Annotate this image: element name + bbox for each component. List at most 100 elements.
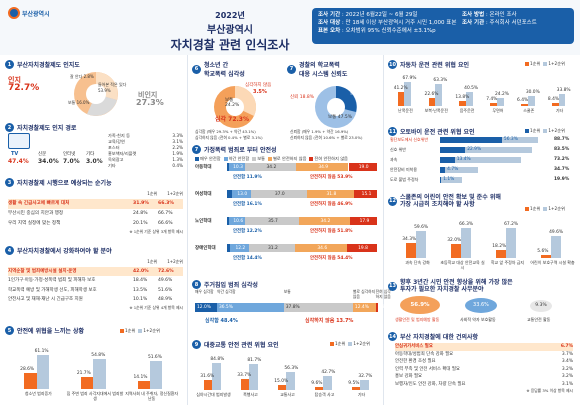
schoolzone-chart: 59.6% 34.3% 과속 단속 강화 66.3% 32.0% 초등학교 대상 안전교육… — [395, 214, 575, 274]
bar-first-label: 21.7% — [76, 371, 91, 377]
legend-swatch — [267, 157, 272, 161]
channel-list: 가족·친지 등 3.3% 교육/강연 3.1% 포스터 2.2% 홍보책자/리플렛 1.… — [108, 133, 183, 169]
dv-safe: 안전함 11.9% — [233, 175, 262, 180]
section-3-title: 3 자치경찰제 시행으로 예상되는 순기능 — [5, 178, 112, 187]
list-note: ※ 응답률 3% 이상 항목 제시 — [526, 388, 573, 393]
section-11-title: 10 자동차 운전 관련 위협 요인 — [388, 60, 470, 69]
bar-category-label: 폭행사고 — [243, 392, 258, 397]
sv-not-label: 심각하지 않음 — [245, 83, 272, 88]
table-note: ※ 1순위 기준 상위 4개 항목 제시 — [129, 304, 183, 310]
dv-segment — [227, 217, 230, 225]
table-row: 우리 지역 실정에 맞는 정책 20.1% 66.6% — [8, 221, 173, 226]
title-line2: 자치경찰 관련 인식조사 — [170, 38, 290, 52]
bar-total-label: 67.2% — [504, 221, 519, 227]
bar-first-label: 15.0% — [274, 379, 289, 385]
section-4-title: 4 부산자치경찰에서 강화하여야 할 분야 — [5, 246, 112, 255]
intrusion-value: 12.0% — [197, 305, 211, 310]
channel-row: 옥외광고 1.3% — [108, 157, 183, 162]
car-chart: 67.9% 41.2% 난폭운전 63.3% 22.6% 보복·난폭운전 40.5% 13.8… — [390, 70, 575, 122]
section-10-title: 9 대중교통 안전 관련 위협 요인 — [192, 340, 279, 349]
bar-total-label: 51.6% — [147, 354, 162, 360]
section-7-title: 7 경찰의 학교폭력 대응 시스템 신뢰도 — [287, 60, 347, 78]
motor-row-label: 도로 불법 주정차 — [390, 177, 419, 182]
awareness-pie — [74, 72, 118, 116]
bar-category-label: 기타 — [555, 108, 564, 113]
motor-bar-first — [440, 177, 442, 183]
domestic-violence-chart: 아동학대 10.3 34.2 34.9 19.0 안전함 11.9% 안전하지 않음 53.… — [195, 163, 380, 273]
distrust-label: 불신 33.7% — [350, 91, 375, 96]
bar-total — [551, 235, 562, 258]
bar-first — [428, 98, 436, 106]
dv-segment — [348, 163, 377, 171]
bar-first-label: 22.6% — [424, 92, 439, 98]
bar-first — [490, 103, 497, 106]
bar-total — [149, 360, 163, 389]
motor-first-label: 13.4% — [456, 157, 471, 162]
internet-value: 7.0% — [63, 158, 80, 165]
dv-row-label: 장애인학대 — [195, 246, 216, 251]
intrusion-segment — [352, 303, 376, 312]
sv-note: 심각함 (매우 29.3% + 약간 43.1%) 심각하지 않음 (전혀 0.4… — [195, 129, 263, 140]
legend-label: 전혀 안전하지 않음 — [314, 156, 348, 161]
bar-first-label: 9.5% — [348, 380, 360, 386]
bar-first-label: 13.8% — [455, 95, 470, 101]
awareness-chart: 인지 72.7% 잘 안다 2.8% 들어본 적은 있다 53.9% 보통 16.… — [8, 70, 183, 120]
motor-bar-first — [440, 147, 466, 153]
paper-label: 신문 — [38, 152, 47, 157]
table-row: 안전사고 및 재해·재난 시 긴급구조 지원 10.1% 48.9% — [8, 297, 173, 302]
bar-first-label: 28.6% — [20, 367, 35, 373]
bar-first — [459, 101, 467, 106]
table-header: 1순위 1+2순위 — [147, 191, 183, 196]
s5-legend: 1순위 1+2순위 — [120, 328, 160, 334]
table-row: 지역순찰 및 범죄예방시설 설치·운영 42.0% 72.6% — [8, 266, 183, 276]
list-item: 안전한 환경 조성 필요 3.4% — [395, 359, 573, 364]
bar-first — [241, 379, 250, 390]
dv-segment — [298, 217, 351, 225]
channel-row: 홍보책자/리플렛 1.9% — [108, 151, 183, 156]
bar-first — [406, 242, 417, 258]
dv-segment — [296, 163, 349, 171]
motorcycle-chart: 횡단보도에서 신호위반 56.3% 88.7% 신호 위반 22.9% 83.5% 과속 13… — [390, 137, 575, 189]
table-row: 1인가구·아동·가정·성폭력 범죄 및 피해자 보호 18.4% 49.6% — [8, 278, 173, 283]
dv-segment — [251, 190, 307, 198]
dv-segment — [306, 190, 355, 198]
dv-segment — [350, 217, 377, 225]
bar-first-label: 7.4% — [486, 97, 498, 103]
aware-label: 인지 — [8, 76, 21, 84]
bar-total-label: 40.5% — [464, 85, 479, 91]
motor-bar-first — [440, 137, 502, 143]
internet-label: 인터넷 — [63, 152, 76, 157]
motor-total-label: 73.2% — [554, 157, 570, 162]
dv-segment — [227, 163, 230, 171]
section-8-title: 7 가정폭력 범죄로 부터 안전성 — [192, 145, 277, 154]
dv-segment-label: 15.1 — [361, 192, 372, 197]
bar-first-label: 6.4% — [517, 97, 529, 103]
benefit-table: 1순위 1+2순위 생활 속 긴급사고에 빠르게 대처 31.9% 66.3% 부산시… — [8, 189, 183, 239]
paper-value: 34.0% — [38, 158, 59, 165]
dv-row-label: 여성학대 — [195, 192, 212, 197]
invest-bubble: 33.6% — [465, 298, 497, 313]
bar-first — [551, 103, 559, 106]
legend-label: 약간 안전함 — [228, 156, 250, 161]
table-row: 부산시민 중심의 치안과 행정 24.8% 66.7% — [8, 211, 173, 216]
trust-donut: 신뢰 18.8% 불신 33.7% 보통 47.5% 신뢰함 (매우 1.9% … — [290, 82, 382, 140]
bar-total — [286, 371, 295, 390]
list-item: 홍보 강화 필요 3.2% — [395, 374, 573, 379]
motor-bar-first — [440, 157, 455, 163]
bar-first-label: 14.1% — [133, 375, 148, 381]
intrusion-cat-label: 매우 심각함 — [195, 289, 214, 294]
bar-category-label: 학교 앞 주정차 금지 — [490, 260, 525, 265]
dv-row-label: 노인학대 — [195, 219, 212, 224]
bar-total-label: 56.3% — [284, 365, 299, 371]
section-1-title: 1 부산자치경찰제도 인지도 — [5, 60, 80, 69]
list-item: 안심귀가서비스 필요 6.7% — [395, 343, 573, 351]
etc-label: 기타 — [86, 152, 95, 157]
bar-total-label: 84.8% — [210, 356, 225, 362]
dv-segment — [245, 217, 299, 225]
bar-first — [521, 103, 528, 106]
invest-label: 사회적 약자 보호활동 — [460, 317, 496, 322]
meta-row: 조사 방법 : 온라인 조사 — [462, 12, 517, 18]
table-note: ※ 1순위 기준 상위 3개 항목 제시 — [129, 229, 183, 234]
page-title: 2022년 부산광역시 자치경찰 관련 인식조사 — [150, 10, 310, 53]
meta-row: 표본 오차 : 오차범위 95% 신뢰수준에서 ±3.1%p — [318, 28, 436, 34]
